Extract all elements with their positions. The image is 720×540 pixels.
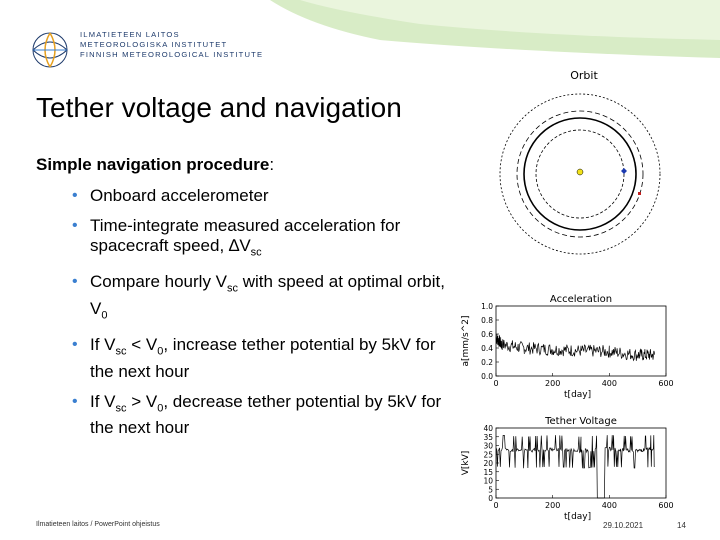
y-tick-label: 0.4 <box>481 344 493 353</box>
bullet-sub: 0 <box>157 345 164 358</box>
x-tick-label: 400 <box>602 501 617 510</box>
bullet-sub: sc <box>227 282 239 295</box>
y-tick-label: 0.0 <box>481 372 493 381</box>
plot-frame <box>495 305 667 377</box>
y-axis-label: a[mm/s^2] <box>461 315 471 366</box>
y-tick-label: 0.8 <box>481 316 493 325</box>
page-number: 14 <box>677 521 686 530</box>
spacecraft-marker-icon <box>621 168 627 174</box>
x-tick-label: 0 <box>493 379 498 388</box>
bullet-item: • If Vsc < V0, increase tether potential … <box>72 335 452 381</box>
header-band <box>0 0 720 70</box>
bullet-dot-icon: • <box>72 217 78 234</box>
header-decoration <box>270 0 720 58</box>
bullet-item: • Onboard accelerometer <box>72 186 452 206</box>
bullet-text: If V <box>90 391 116 411</box>
bullet-item: • Time-integrate measured acceleration fo… <box>72 216 452 262</box>
bullet-text: Time-integrate measured acceleration for… <box>90 216 401 255</box>
y-tick-label: 15 <box>483 468 493 477</box>
x-tick-label: 600 <box>658 379 673 388</box>
bullet-sub: sc <box>115 345 127 358</box>
bullet-sub: sc <box>115 401 127 414</box>
bullet-text: with speed at optimal orbit, V <box>90 272 445 318</box>
institute-line: METEOROLOGISKA INSTITUTET <box>80 40 228 49</box>
institute-name: ILMATIETEEN LAITOS METEOROLOGISKA INSTIT… <box>80 30 263 60</box>
bullet-dot-icon: • <box>72 336 78 354</box>
chart-title: Acceleration <box>550 294 612 305</box>
y-tick-label: 0.2 <box>481 358 493 367</box>
sun-icon <box>576 168 584 176</box>
bullet-sub: 0 <box>101 309 108 322</box>
y-tick-label: 35 <box>483 433 493 442</box>
y-axis-label: V[kV] <box>461 451 471 476</box>
footer-source: Ilmatieteen laitos / PowerPoint ohjeistu… <box>36 521 160 528</box>
chart-title: Tether Voltage <box>544 416 617 427</box>
bullet-dot-icon: • <box>72 273 78 291</box>
y-tick-label: 40 <box>483 424 493 433</box>
bullet-dot-icon: • <box>72 187 78 204</box>
bullet-text: , increase tether potential by 5kV for t… <box>90 335 436 381</box>
bullet-text: If V <box>90 335 116 355</box>
slide-subtitle: Simple navigation procedure: <box>36 155 274 175</box>
x-tick-label: 200 <box>545 501 560 510</box>
x-tick-label: 600 <box>658 501 673 510</box>
series-line <box>495 434 655 499</box>
spacecraft-orbit-circle <box>523 117 637 231</box>
x-axis-label: t[day] <box>564 512 591 522</box>
subtitle-rest: : <box>269 155 275 174</box>
y-tick-label: 25 <box>483 450 493 459</box>
bullet-text: > V <box>126 391 158 411</box>
x-tick-label: 400 <box>602 379 617 388</box>
bullet-text: < V <box>126 335 158 355</box>
y-tick-label: 5 <box>488 485 493 494</box>
acceleration-chart: Acceleration 0 200 400 600 0.0 0.2 0.4 0.6 0.8 1.0… <box>461 294 674 400</box>
y-tick-label: 0 <box>488 494 493 503</box>
slide-title: Tether voltage and navigation <box>36 92 402 123</box>
x-axis-label: t[day] <box>564 390 591 400</box>
bullet-text: , decrease tether potential by 5kV for t… <box>90 391 442 437</box>
y-tick-label: 10 <box>483 477 493 486</box>
bullet-list: • Onboard accelerometer • Time-integrate m… <box>72 186 452 448</box>
institute-line: FINNISH METEOROLOGICAL INSTITUTE <box>80 50 264 59</box>
y-tick-label: 1.0 <box>481 302 493 311</box>
bullet-sub: 0 <box>157 401 164 414</box>
bullet-dot-icon: • <box>72 392 78 410</box>
dashed-orbit-circle <box>516 110 644 238</box>
bullet-text: Onboard accelerometer <box>90 186 269 205</box>
institute-line: ILMATIETEEN LAITOS <box>80 30 180 39</box>
tether-voltage-chart: Tether Voltage 0 200 400 600 0510152025303540… <box>461 416 674 522</box>
footer-date: 29.10.2021 <box>603 521 644 530</box>
orbit-title: Orbit <box>570 69 598 82</box>
bullet-sub: sc <box>250 246 262 259</box>
x-tick-label: 0 <box>493 501 498 510</box>
fmi-logo-icon <box>30 30 70 70</box>
y-tick-label: 20 <box>483 459 493 468</box>
bullet-item: • Compare hourly Vsc with speed at optima… <box>72 272 452 325</box>
bullet-item: • If Vsc > V0, decrease tether potential … <box>72 392 452 438</box>
bullet-text: Compare hourly V <box>90 272 228 292</box>
y-tick-label: 30 <box>483 442 493 451</box>
orbit-panel: Orbit <box>499 69 661 255</box>
series-line <box>495 333 656 362</box>
subtitle-bold: Simple navigation procedure <box>36 155 270 174</box>
outer-orbit-circle <box>499 93 661 255</box>
planet-marker-icon <box>638 192 641 195</box>
x-tick-label: 200 <box>545 379 560 388</box>
y-tick-label: 0.6 <box>481 330 493 339</box>
